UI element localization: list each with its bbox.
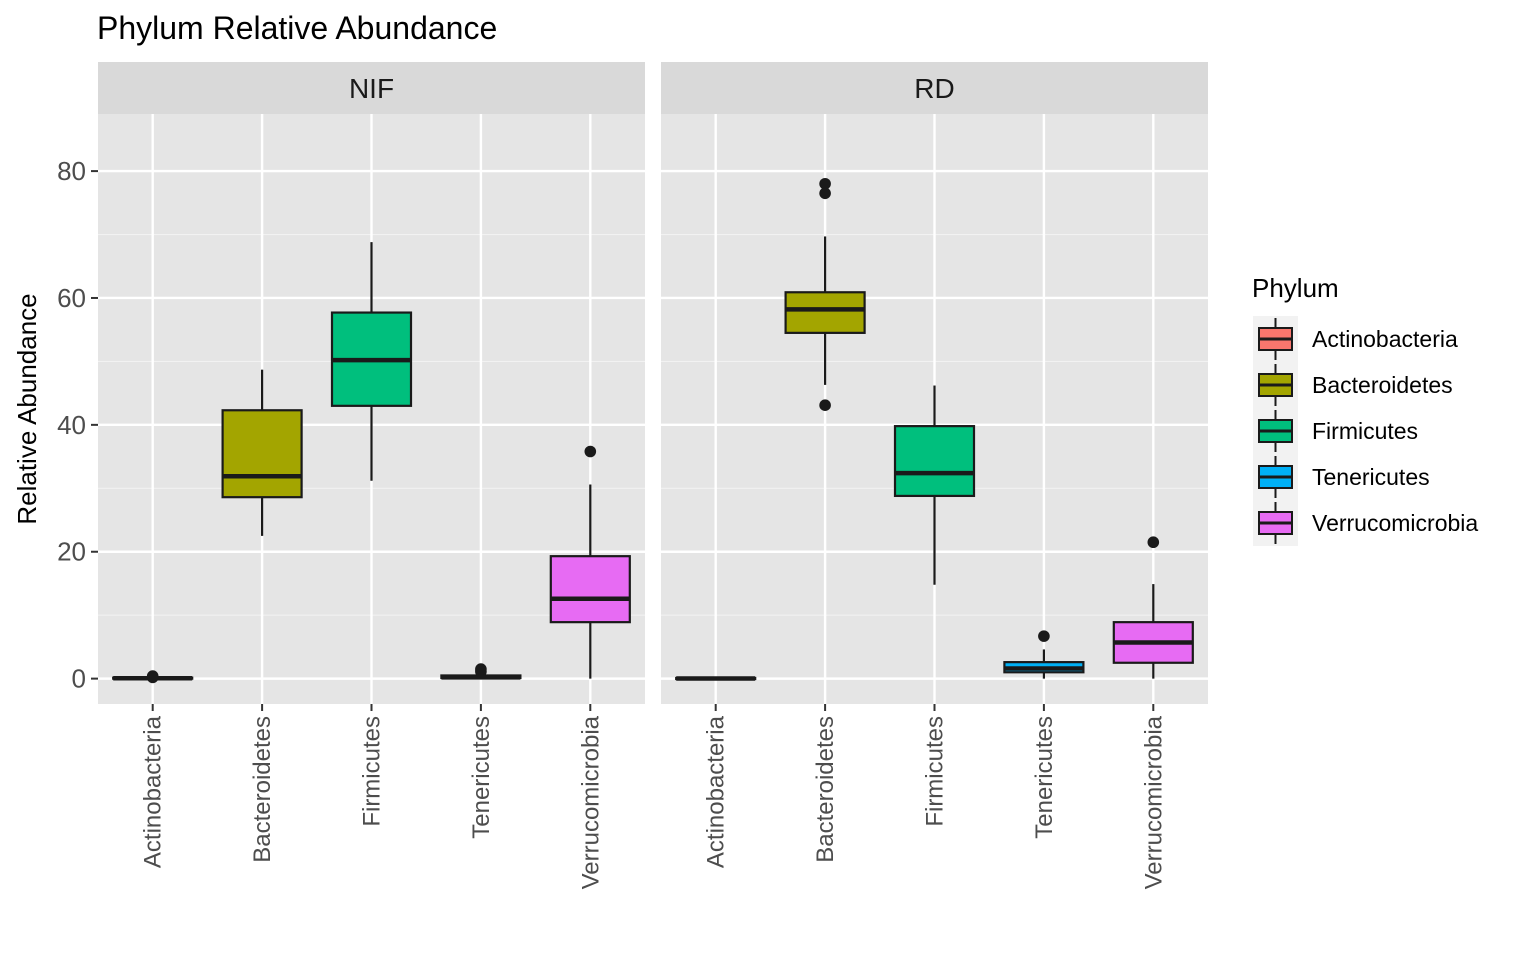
box-body [549, 555, 631, 624]
outlier-point [819, 177, 831, 190]
box-nif-bacteroidetes [221, 369, 303, 536]
box-rd-actinobacteria [675, 676, 757, 681]
y-tick-label: 60 [57, 283, 86, 313]
box-nif-firmicutes [330, 242, 413, 481]
box-nif-actinobacteria [112, 670, 194, 684]
box-body [221, 409, 303, 499]
legend-item-tenericutes: Tenericutes [1253, 454, 1430, 500]
y-tick-label: 20 [57, 537, 86, 567]
outlier-point [584, 445, 597, 458]
chart-title: Phylum Relative Abundance [97, 10, 497, 46]
box-rd-tenericutes [1003, 630, 1085, 679]
x-tick-label: Firmicutes [922, 716, 949, 827]
x-tick-label: Tenericutes [468, 716, 495, 839]
y-axis-title: Relative Abundance [12, 293, 42, 524]
x-tick-label: Tenericutes [1031, 716, 1058, 839]
box-nif-verrucomicrobia [549, 445, 631, 679]
box-body [893, 425, 976, 498]
outlier-point [1147, 536, 1160, 549]
outlier-point [475, 663, 487, 675]
x-tick-label: Firmicutes [359, 716, 386, 827]
x-tick-label: Actinobacteria [140, 715, 167, 868]
legend-item-firmicutes: Firmicutes [1253, 408, 1418, 454]
legend-label: Verrucomicrobia [1312, 510, 1478, 536]
x-tick-label: Actinobacteria [703, 715, 730, 868]
outlier-point [819, 187, 831, 200]
x-tick-label: Bacteroidetes [249, 716, 276, 863]
box-rd-verrucomicrobia [1112, 536, 1194, 679]
x-tick-label: Bacteroidetes [812, 716, 839, 863]
y-tick-label: 40 [57, 410, 86, 440]
box-rd-bacteroidetes [784, 177, 866, 411]
y-tick-label: 0 [72, 664, 86, 694]
box-rd-firmicutes [893, 385, 976, 585]
x-tick-label: Verrucomicrobia [1140, 715, 1167, 889]
outlier-point [1038, 630, 1050, 642]
y-tick-label: 80 [57, 156, 86, 186]
strip-background [661, 62, 1208, 114]
legend-label: Bacteroidetes [1312, 372, 1453, 398]
legend-item-bacteroidetes: Bacteroidetes [1253, 362, 1453, 408]
outlier-point [819, 399, 831, 411]
panel-rd: RD Actinobacteria Bacteroidetes Firmicutes T… [661, 62, 1208, 889]
legend-label: Actinobacteria [1312, 326, 1458, 352]
box-nif-tenericutes [440, 663, 522, 680]
box-body [784, 291, 866, 334]
legend-title: Phylum [1252, 273, 1339, 303]
panel-nif: NIF Actinobacteria Bacteroidetes Firmicutes… [98, 62, 645, 889]
strip-label: RD [914, 73, 954, 104]
legend-item-verrucomicrobia: Verrucomicrobia [1253, 500, 1478, 546]
facet-panels: NIF Actinobacteria Bacteroidetes Firmicutes… [98, 62, 1208, 889]
legend-item-actinobacteria: Actinobacteria [1253, 316, 1458, 362]
legend-label: Firmicutes [1312, 418, 1418, 444]
x-tick-label: Verrucomicrobia [577, 715, 604, 889]
legend: Phylum Actinobacteria Bacteroidetes Firmicu… [1252, 273, 1478, 546]
legend-label: Tenericutes [1312, 464, 1430, 490]
outlier-point [146, 670, 159, 682]
strip-background [98, 62, 645, 114]
y-axis: 0 20 40 60 80 [57, 156, 98, 694]
strip-label: NIF [349, 73, 394, 104]
